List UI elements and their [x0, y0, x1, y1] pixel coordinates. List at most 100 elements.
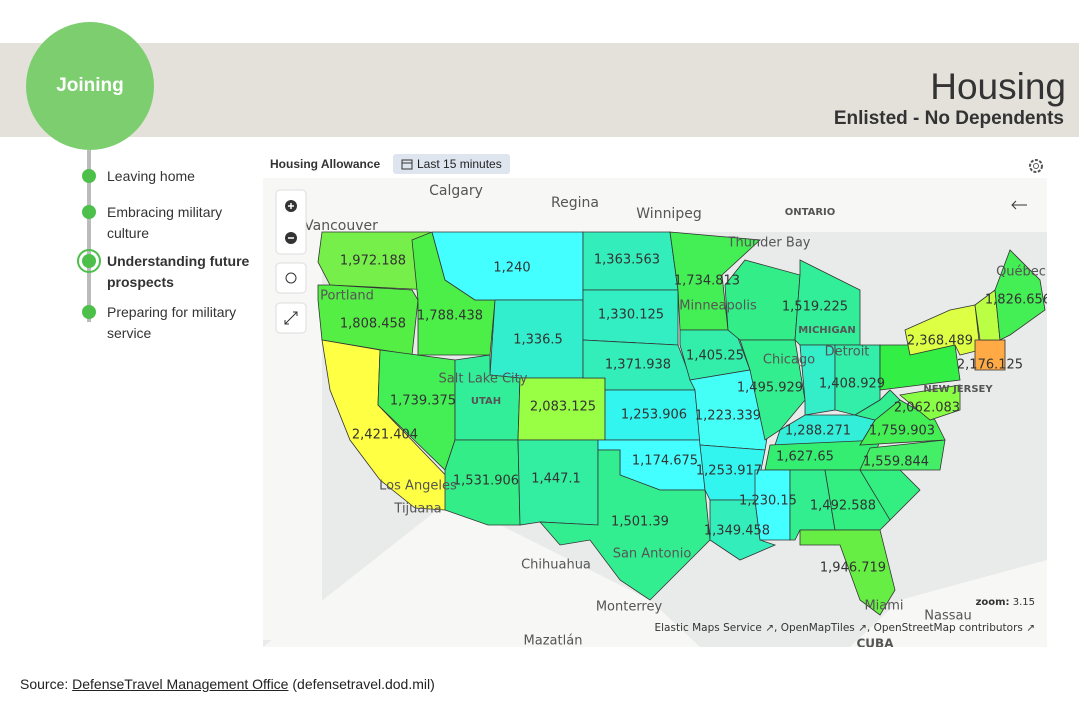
region-label: 1,492.588: [810, 499, 876, 514]
place-label: Chicago: [763, 353, 815, 368]
svg-text:zoom: 3.15: zoom: 3.15: [976, 597, 1035, 608]
region-label: 1,288.271: [785, 424, 851, 439]
region[interactable]: [539, 449, 711, 601]
place-label: NEW JERSEY: [923, 384, 993, 395]
region-label: 1,734.813: [674, 274, 740, 289]
place-label: Detroit: [825, 345, 870, 360]
region-label: 1,759.903: [869, 424, 935, 439]
region-label: 1,240: [493, 261, 530, 276]
panel-title: Housing Allowance: [270, 157, 381, 171]
title: Housing: [930, 66, 1066, 107]
place-label: Winnipeg: [636, 206, 701, 222]
place-label: MEXICO: [607, 646, 660, 648]
timeline: [87, 150, 91, 322]
region-label: 1,405.25: [686, 349, 744, 364]
region[interactable]: [799, 344, 836, 416]
place-label: Tijuana: [393, 502, 441, 517]
place-label: Los Angeles: [379, 479, 457, 494]
step-dot: [82, 205, 96, 219]
header-band: [0, 43, 1079, 137]
subtitle: Enlisted - No Dependents: [833, 108, 1064, 129]
map[interactable]: Calgary Regina Winnipeg ONTARIO Vancouver Thu…: [263, 178, 1047, 647]
step-label: Understanding future prospects: [107, 253, 250, 290]
region[interactable]: [994, 249, 1046, 341]
region-label: 1,826.656: [985, 293, 1047, 308]
place-label: Chihuahua: [521, 558, 591, 573]
calendar-icon: [401, 159, 413, 170]
regions: [317, 231, 1046, 616]
region-label: 1,739.375: [390, 394, 456, 409]
place-label: Vancouver: [304, 218, 378, 234]
region-label: 1,330.125: [598, 308, 664, 323]
attribution[interactable]: OpenMapTiles: [781, 622, 855, 634]
region[interactable]: [899, 384, 961, 421]
region-label: 1,223.339: [695, 409, 761, 424]
region[interactable]: [853, 389, 901, 421]
place-label: ONTARIO: [785, 207, 836, 218]
place-label: Portland: [320, 289, 374, 304]
source-prefix: Source:: [20, 676, 69, 692]
land: [263, 178, 1047, 647]
region-label: 2,083.125: [530, 400, 596, 415]
region[interactable]: [317, 231, 433, 291]
place-label: San Antonio: [613, 547, 692, 562]
region[interactable]: [754, 469, 791, 541]
zoom-value: 3.15: [1013, 597, 1035, 608]
zoom-buttons[interactable]: [275, 189, 307, 255]
region-label: 1,788.438: [417, 309, 483, 324]
region[interactable]: [799, 529, 896, 616]
region-label: 1,495.929: [737, 381, 803, 396]
place-label: Nassau: [924, 609, 971, 624]
region[interactable]: [317, 284, 419, 356]
region[interactable]: [859, 439, 946, 471]
region-label: 1,230.15: [739, 494, 797, 509]
step-label: Leaving home: [107, 168, 195, 184]
place-label: Monterrey: [596, 600, 663, 615]
place-label: UTAH: [471, 396, 501, 407]
places: Calgary Regina Winnipeg ONTARIO Vancouver Thu…: [304, 183, 1046, 647]
place-label: Mazatlán: [524, 634, 583, 648]
region-label: 1,253.906: [621, 408, 687, 423]
region-label: 2,062.083: [894, 401, 960, 416]
region-labels: 1,972.188 1,808.458 2,421.404 1,739.375 1,78…: [340, 253, 1047, 576]
region-label: 1,501.39: [611, 515, 669, 530]
place-label: Salt Lake City: [439, 372, 528, 387]
source-suffix: (defensetravel.dod.mil): [292, 676, 435, 692]
svg-text:Elastic Maps Service ↗, OpenMa: Elastic Maps Service ↗, OpenMapTiles ↗, …: [655, 622, 1036, 634]
region-label: 1,363.563: [594, 253, 660, 268]
region-label: 1,519.225: [782, 300, 848, 315]
region-label: 2,421.404: [352, 428, 418, 443]
step-dot: [82, 169, 96, 183]
settings-icon[interactable]: [1026, 156, 1046, 176]
step-label: Embracing military culture: [107, 204, 223, 241]
region-label: 1,253.917: [696, 464, 762, 479]
attribution[interactable]: Elastic Maps Service: [655, 622, 762, 634]
region-label: 1,336.5: [513, 333, 563, 348]
time-picker[interactable]: Last 15 minutes: [393, 154, 510, 174]
source: Source: DefenseTravel Management Office …: [20, 676, 435, 692]
region-label: 1,174.675: [632, 454, 698, 469]
locate-button[interactable]: [275, 262, 307, 294]
place-label: Minneapolis: [679, 299, 757, 314]
region-label: 1,531.906: [453, 474, 519, 489]
region-label: 1,349.458: [704, 524, 770, 539]
region-label: 1,627.65: [776, 450, 834, 465]
region-label: 1,371.938: [605, 358, 671, 373]
region-label: 1,808.458: [340, 317, 406, 332]
region-label: 1,559.844: [863, 455, 929, 470]
region-label: 2,176.125: [957, 358, 1023, 373]
region[interactable]: [904, 304, 981, 356]
region-label: 1,972.188: [340, 254, 406, 269]
attribution[interactable]: OpenStreetMap contributors: [874, 622, 1023, 634]
place-label: Calgary: [429, 183, 483, 199]
place-label: CUBA: [857, 637, 895, 648]
region-label: 1,447.1: [531, 472, 581, 487]
region-label: 1,408.929: [819, 377, 885, 392]
place-label: Regina: [551, 195, 599, 211]
step-ring: [77, 249, 101, 273]
region-label: 2,368.489: [907, 334, 973, 349]
source-link[interactable]: DefenseTravel Management Office: [72, 676, 289, 692]
legend-toggle[interactable]: [1011, 200, 1027, 210]
step-label: Preparing for military service: [107, 304, 237, 341]
